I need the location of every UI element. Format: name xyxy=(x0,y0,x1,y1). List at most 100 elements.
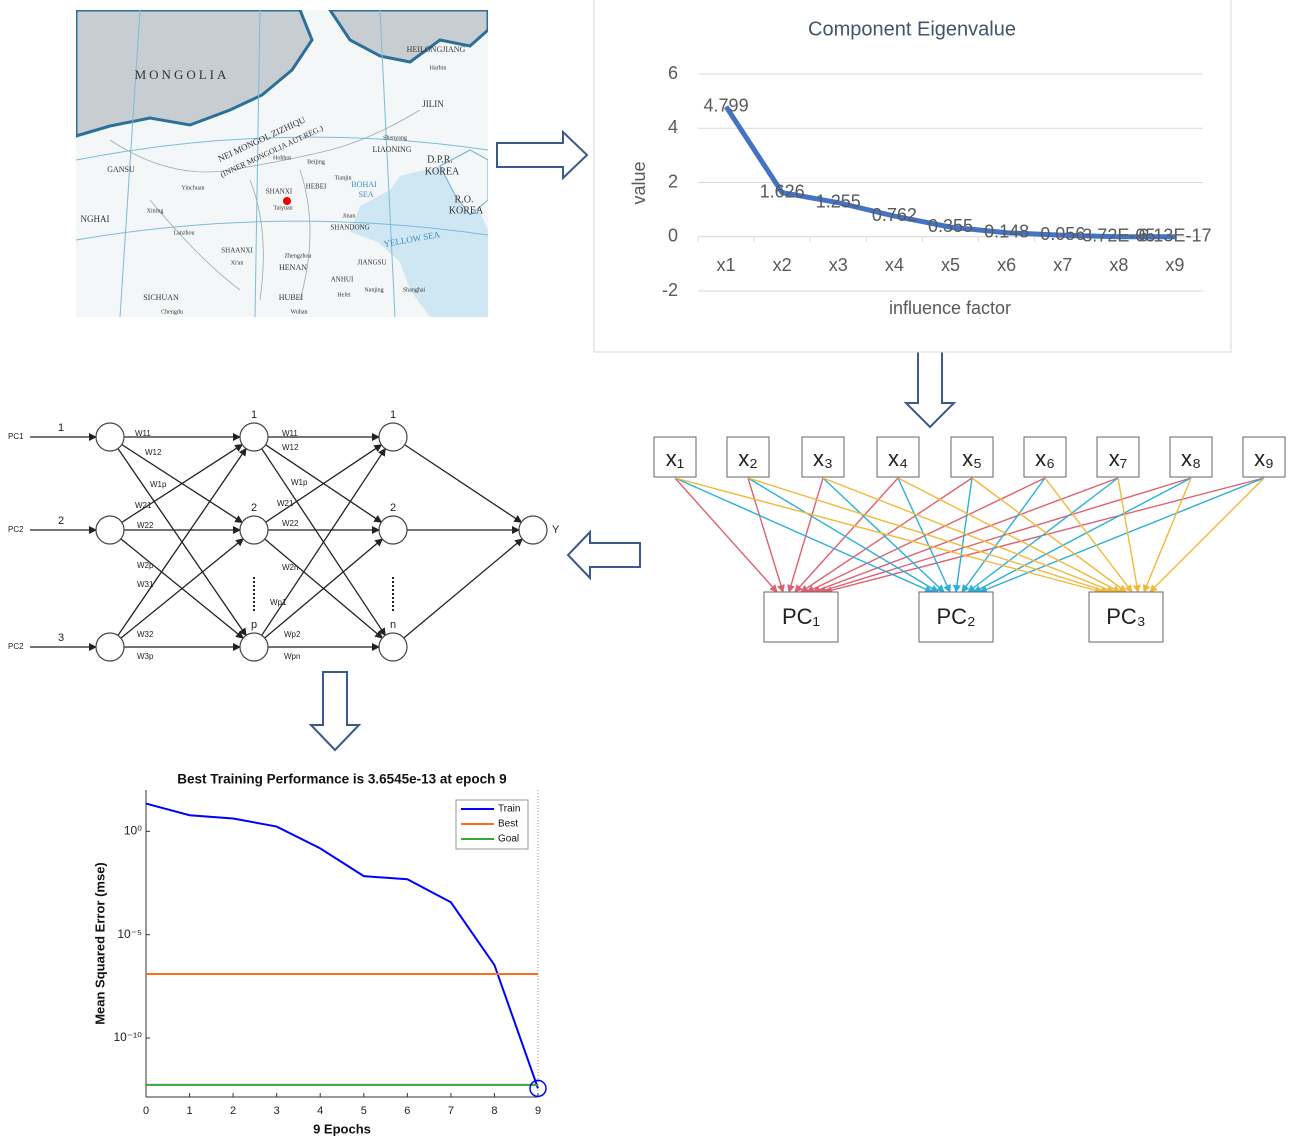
x-tick-label: 4 xyxy=(317,1105,323,1117)
input-number: 3 xyxy=(58,632,64,644)
weight-label: W3p xyxy=(137,652,154,661)
data-label: 4.799 xyxy=(704,95,749,115)
map-label: Tianjin xyxy=(334,175,351,181)
map-label: SHANXI xyxy=(266,188,293,196)
neuron-label: 1 xyxy=(390,409,396,421)
map-label: Harbin xyxy=(430,65,447,71)
pca-arrow xyxy=(818,477,1192,594)
network-edges xyxy=(117,433,524,651)
pca-arrow xyxy=(674,477,1103,595)
factor-label: x₁ xyxy=(666,446,684,471)
x-tick-label: 6 xyxy=(404,1105,410,1117)
best-marker xyxy=(529,1079,547,1098)
weight-label: Wpn xyxy=(284,652,300,661)
data-label: 0.148 xyxy=(984,221,1029,241)
pca-arrow xyxy=(1142,477,1192,593)
map-label: JIANGSU xyxy=(357,259,386,267)
neuron xyxy=(95,422,125,452)
component-label: PC₁ xyxy=(782,604,820,629)
factor-box xyxy=(801,436,845,478)
map-label: LIAONING xyxy=(372,145,411,154)
weight-label: W1p xyxy=(150,480,167,489)
y-axis-label: value xyxy=(629,161,649,204)
map-label: Taiyuan xyxy=(273,205,292,211)
component-box xyxy=(918,591,994,643)
weight-label: W12 xyxy=(145,448,162,457)
y-tick-label: 4 xyxy=(668,117,678,137)
factor-label: x₆ xyxy=(1035,446,1055,471)
neuron xyxy=(239,515,269,545)
neuron xyxy=(239,422,269,452)
network-edge xyxy=(404,444,523,523)
input-number: 2 xyxy=(58,515,64,527)
map-label: HEILONGJIANG xyxy=(407,45,466,54)
weight-label: W22 xyxy=(282,519,299,528)
neuron-label: 1 xyxy=(251,409,257,421)
map-label: Jinan xyxy=(343,213,356,219)
data-label: 3.72E-05 xyxy=(1082,225,1155,245)
y-tick-label: -2 xyxy=(662,280,678,300)
map-label: MONGOLIA xyxy=(135,67,230,82)
weight-label: W2p xyxy=(137,561,154,570)
data-label: 0.355 xyxy=(928,216,973,236)
neuron-label: p xyxy=(251,619,257,631)
network-edge xyxy=(265,444,383,523)
map-label: BOHAI xyxy=(351,180,377,189)
map-label: SHAANXI xyxy=(221,247,253,255)
x-tick-label: x3 xyxy=(829,255,848,275)
map-label: Hohhot xyxy=(273,155,291,161)
map-label: HEBEI xyxy=(306,183,327,191)
map-mongolia xyxy=(76,10,314,138)
x-tick-label: x6 xyxy=(997,255,1016,275)
y-tick-label: 6 xyxy=(668,63,678,83)
pca-arrow xyxy=(1044,477,1133,593)
arrow xyxy=(496,129,589,181)
map-label: Shanghai xyxy=(403,287,426,293)
weight-label: W21 xyxy=(277,499,294,508)
x-tick-label: x9 xyxy=(1165,255,1184,275)
factor-box xyxy=(950,436,994,478)
x-tick-label: x4 xyxy=(885,255,904,275)
weight-label: W2n xyxy=(282,563,298,572)
map-label: KOREA xyxy=(425,166,460,177)
map-graticule xyxy=(76,10,488,317)
component-label: PC₂ xyxy=(936,604,975,629)
y-tick-label: 10⁻⁵ xyxy=(117,927,142,941)
weight-label: W11 xyxy=(282,429,298,438)
factor-label: x₄ xyxy=(888,446,908,471)
neuron-label: n xyxy=(390,619,396,631)
pca-arrow xyxy=(897,477,1121,593)
data-label: 6.13E-17 xyxy=(1138,226,1211,246)
map-label: Chengdu xyxy=(161,309,183,315)
x-axis-label: influence factor xyxy=(889,298,1011,318)
weight-label: Wp1 xyxy=(270,598,287,607)
data-label: 0.056 xyxy=(1040,224,1085,244)
pca-arrow xyxy=(1117,477,1141,593)
factor-box xyxy=(1096,436,1140,478)
neuron xyxy=(518,515,548,545)
map-label: Yinchuan xyxy=(182,185,205,191)
map-label: R.O. xyxy=(455,194,474,205)
map-label: SICHUAN xyxy=(143,293,179,302)
weight-label: W31 xyxy=(137,580,154,589)
map-label: Wuhan xyxy=(290,309,307,315)
factor-label: x₂ xyxy=(738,446,758,471)
map-label: Nanjing xyxy=(364,287,383,293)
factor-label: x₅ xyxy=(962,446,982,471)
factor-box xyxy=(1023,436,1067,478)
arrow xyxy=(903,347,957,429)
neuron xyxy=(95,632,125,662)
factor-box xyxy=(876,436,920,478)
factor-label: x₉ xyxy=(1254,446,1274,471)
chart-frame xyxy=(593,0,1232,353)
component-box xyxy=(763,591,839,643)
x-tick-label: 3 xyxy=(274,1105,280,1117)
y-tick-label: 2 xyxy=(668,171,678,191)
weight-label: W11 xyxy=(135,429,151,438)
series-line xyxy=(145,802,539,1089)
x-tick-label: x1 xyxy=(717,255,736,275)
x-tick-label: 9 xyxy=(535,1105,541,1117)
hollow-arrows xyxy=(308,129,957,752)
y-tick-label: 10⁰ xyxy=(124,824,142,838)
arrow xyxy=(308,671,362,752)
